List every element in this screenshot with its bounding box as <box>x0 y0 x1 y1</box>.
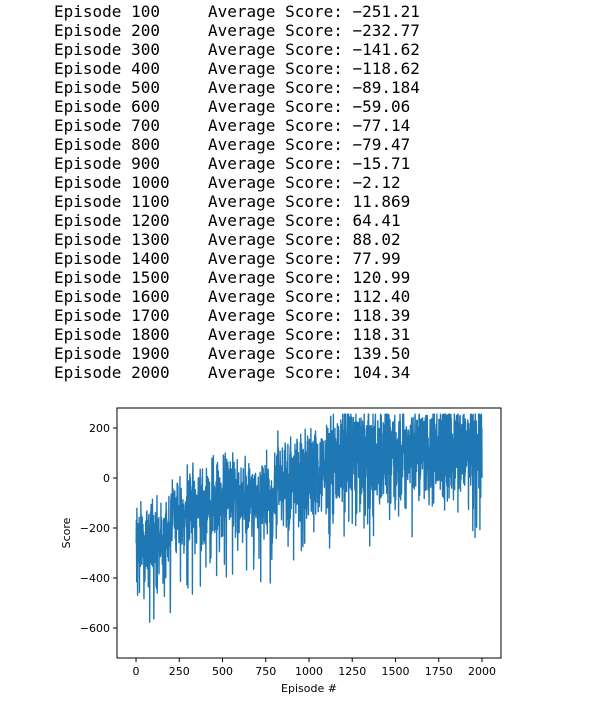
x-tick-label: 1000 <box>295 665 323 678</box>
score-series-group <box>135 413 483 623</box>
log-score: Average Score: 64.41 <box>208 211 401 230</box>
score-series-line <box>135 413 483 623</box>
log-score: Average Score: 88.02 <box>208 230 401 249</box>
log-score: Average Score: −79.47 <box>208 135 411 154</box>
log-episode: Episode 200 <box>54 21 160 40</box>
log-line: Episode 1600 Average Score: 112.40 <box>54 287 420 306</box>
log-line: Episode 700 Average Score: −77.14 <box>54 116 420 135</box>
log-line: Episode 400 Average Score: −118.62 <box>54 59 420 78</box>
x-tick-label: 250 <box>169 665 190 678</box>
x-tick-label: 2000 <box>468 665 496 678</box>
log-line: Episode 1300 Average Score: 88.02 <box>54 230 420 249</box>
log-score: Average Score: 120.99 <box>208 268 411 287</box>
log-score: Average Score: 77.99 <box>208 249 401 268</box>
log-line: Episode 900 Average Score: −15.71 <box>54 154 420 173</box>
log-line: Episode 1900 Average Score: 139.50 <box>54 344 420 363</box>
log-episode: Episode 1800 <box>54 325 170 344</box>
log-episode: Episode 1700 <box>54 306 170 325</box>
log-score: Average Score: −2.12 <box>208 173 401 192</box>
log-episode: Episode 1400 <box>54 249 170 268</box>
log-score: Average Score: 118.39 <box>208 306 411 325</box>
y-axis: 200 0 −200 −400 −600 <box>80 422 117 635</box>
log-episode: Episode 2000 <box>54 363 170 382</box>
log-score: Average Score: 104.34 <box>208 363 411 382</box>
y-tick-label: 200 <box>89 422 110 435</box>
log-episode: Episode 800 <box>54 135 160 154</box>
log-episode: Episode 900 <box>54 154 160 173</box>
log-line: Episode 1200 Average Score: 64.41 <box>54 211 420 230</box>
log-score: Average Score: 139.50 <box>208 344 411 363</box>
log-line: Episode 500 Average Score: −89.184 <box>54 78 420 97</box>
log-episode: Episode 300 <box>54 40 160 59</box>
training-log: Episode 100 Average Score: −251.21 Episode… <box>54 2 420 382</box>
y-tick-label: −200 <box>80 522 110 535</box>
log-episode: Episode 1200 <box>54 211 170 230</box>
log-line: Episode 1800 Average Score: 118.31 <box>54 325 420 344</box>
log-score: Average Score: −141.62 <box>208 40 420 59</box>
x-tick-label: 0 <box>133 665 140 678</box>
log-score: Average Score: 118.31 <box>208 325 411 344</box>
log-episode: Episode 600 <box>54 97 160 116</box>
log-line: Episode 300 Average Score: −141.62 <box>54 40 420 59</box>
log-line: Episode 1500 Average Score: 120.99 <box>54 268 420 287</box>
log-line: Episode 1700 Average Score: 118.39 <box>54 306 420 325</box>
x-axis-label: Episode # <box>281 682 337 695</box>
log-episode: Episode 1000 <box>54 173 170 192</box>
log-episode: Episode 100 <box>54 2 160 21</box>
log-score: Average Score: −118.62 <box>208 59 420 78</box>
log-score: Average Score: −77.14 <box>208 116 411 135</box>
x-tick-label: 750 <box>255 665 276 678</box>
score-chart: 0 250 500 750 1000 1250 1500 1750 2000 2000−200−… <box>60 407 502 695</box>
log-score: Average Score: −59.06 <box>208 97 411 116</box>
log-score: Average Score: −251.21 <box>208 2 420 21</box>
log-episode: Episode 1300 <box>54 230 170 249</box>
log-score: Average Score: 11.869 <box>208 192 411 211</box>
log-score: Average Score: −15.71 <box>208 154 411 173</box>
log-line: Episode 2000 Average Score: 104.34 <box>54 363 420 382</box>
log-line: Episode 1100 Average Score: 11.869 <box>54 192 420 211</box>
log-score: Average Score: −89.184 <box>208 78 420 97</box>
log-line: Episode 800 Average Score: −79.47 <box>54 135 420 154</box>
log-episode: Episode 1500 <box>54 268 170 287</box>
log-episode: Episode 1600 <box>54 287 170 306</box>
x-tick-label: 1500 <box>381 665 409 678</box>
log-line: Episode 1400 Average Score: 77.99 <box>54 249 420 268</box>
y-axis-label: Score <box>60 517 73 548</box>
log-episode: Episode 500 <box>54 78 160 97</box>
log-line: Episode 600 Average Score: −59.06 <box>54 97 420 116</box>
log-line: Episode 1000 Average Score: −2.12 <box>54 173 420 192</box>
log-episode: Episode 700 <box>54 116 160 135</box>
log-episode: Episode 1100 <box>54 192 170 211</box>
x-tick-label: 1750 <box>425 665 453 678</box>
log-score: Average Score: 112.40 <box>208 287 411 306</box>
log-line: Episode 200 Average Score: −232.77 <box>54 21 420 40</box>
x-tick-label: 500 <box>212 665 233 678</box>
log-episode: Episode 400 <box>54 59 160 78</box>
log-score: Average Score: −232.77 <box>208 21 420 40</box>
log-line: Episode 100 Average Score: −251.21 <box>54 2 420 21</box>
y-tick-label: −400 <box>80 572 110 585</box>
x-axis: 0 250 500 750 1000 1250 1500 1750 2000 <box>133 658 496 678</box>
y-tick-label: −600 <box>80 622 110 635</box>
y-tick-label: 0 <box>103 472 110 485</box>
x-tick-label: 1250 <box>338 665 366 678</box>
log-episode: Episode 1900 <box>54 344 170 363</box>
